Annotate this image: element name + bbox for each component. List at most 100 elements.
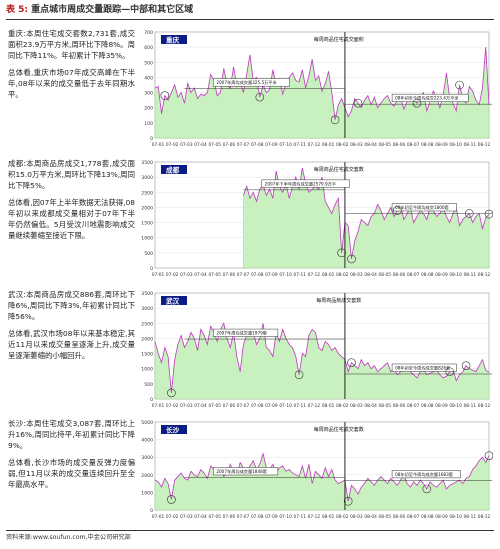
x-tick-label: 08-11	[464, 142, 477, 148]
x-tick-label: 08-09	[435, 142, 448, 148]
x-tick-label: 07-04	[194, 514, 207, 520]
trend-chart-chongqing: 0 100 200 300 400 500 600 700 2007年周均成交量325.5万平米…	[139, 28, 493, 152]
x-tick-label: 07-03	[180, 403, 193, 409]
x-tick-label: 08-09	[435, 403, 448, 409]
x-tick-label: 08-10	[449, 403, 462, 409]
x-tick-label: 07-06	[223, 272, 236, 278]
x-tick-label: 08-12	[478, 142, 491, 148]
x-tick-label: 07-05	[208, 514, 221, 520]
x-tick-label: 08-05	[379, 514, 392, 520]
overview-paragraph: 总体看,武汉市场08年以来基本稳定,其近11月以来成交量呈逐渐上升,成交量呈逐渐…	[8, 329, 135, 360]
x-tick-label: 07-03	[180, 272, 193, 278]
annotation-label: 08年初至今周均成交量1683套	[395, 471, 454, 478]
y-tick-label: 0	[150, 397, 153, 403]
chart-title: 每周商品住宅成交套数	[314, 426, 364, 433]
y-tick-label: 0	[150, 508, 153, 514]
x-tick-label: 08-06	[393, 514, 406, 520]
city-tag	[161, 35, 187, 44]
y-tick-label: 1000	[141, 367, 153, 373]
y-tick-label: 2500	[141, 190, 153, 196]
x-tick-label: 08-06	[393, 403, 406, 409]
overview-paragraph: 总体看,因07年上半年数据无法获得,08年初以来成都成交量相对于07年下半年仍然…	[8, 198, 135, 240]
annotation-box	[391, 203, 457, 212]
annotation-label: 2007年下半年周均成交量2579.9万平	[265, 180, 336, 187]
overview-paragraph: 总体看,重庆市场07年成交高峰在下半年,08年以来的成交量低于去年同期水平。	[8, 68, 135, 99]
highlight-marker	[465, 209, 474, 218]
x-tick-label: 08-03	[350, 142, 363, 148]
highlight-marker	[455, 80, 464, 90]
x-tick-label: 07-02	[166, 142, 179, 148]
x-tick-label: 07-01	[152, 514, 165, 520]
x-tick-label: 08-07	[407, 514, 420, 520]
table-title: 重点城市周成交量跟踪—中部和其它区域	[31, 5, 194, 15]
x-tick-label: 07-12	[308, 514, 321, 520]
trend-chart-wuhan: 0 500 1000 1500 2000 2500 3000 3500 2007年周均成交量19…	[139, 289, 493, 413]
y-tick-label: 700	[144, 30, 153, 36]
y-tick-label: 5000	[141, 420, 153, 426]
y-tick-label: 3500	[141, 160, 153, 166]
x-tick-label: 08-09	[435, 272, 448, 278]
y-tick-label: 500	[144, 382, 153, 388]
city-panel-wuhan: 武汉:本周商品房成交886套,周环比下降6%,周同比下降3%,年初累计同比下降5…	[0, 289, 500, 417]
y-tick-label: 0	[150, 136, 153, 142]
x-tick-label: 07-09	[265, 272, 278, 278]
y-tick-label: 0	[150, 266, 153, 272]
highlight-marker	[461, 361, 471, 370]
x-tick-label: 07-10	[279, 142, 292, 148]
highlight-marker	[353, 98, 363, 108]
y-tick-label: 4000	[141, 438, 153, 444]
chart-svg: 0 100 200 300 400 500 600 700 2007年周均成交量325.5万平米…	[144, 30, 493, 148]
y-tick-label: 400	[144, 75, 153, 81]
source-note: 资料来源:www.soufun.com,中金公司研究部	[6, 530, 494, 546]
x-tick-label: 07-06	[223, 142, 236, 148]
trend-chart-changsha: 0 1000 2000 3000 4000 5000 2007年周均成交量1848套 08年初…	[139, 418, 493, 524]
x-tick-label: 07-07	[237, 272, 250, 278]
x-tick-label: 08-04	[364, 514, 377, 520]
x-tick-label: 07-03	[180, 514, 193, 520]
highlight-marker	[347, 358, 356, 367]
chart-title: 每周商品住宅成交面积	[314, 36, 364, 43]
highlight-marker	[484, 209, 493, 219]
summary-paragraph: 武汉:本周商品房成交886套,周环比下降6%,周同比下降3%,年初累计同比下降5…	[8, 290, 135, 321]
overview-paragraph: 总体看,长沙市场的成交量反弹力度偏弱,但11月以来的成交量连续回升至全年最高水平…	[8, 458, 135, 489]
x-tick-label: 07-08	[251, 403, 264, 409]
x-tick-label: 08-01	[322, 403, 335, 409]
city-panel-chengdu: 成都:本周商品房成交1,778套,成交面积15.0万平方米,周环比下降13%,周…	[0, 158, 500, 286]
series-line	[243, 167, 490, 259]
highlight-marker	[393, 206, 402, 215]
highlight-marker	[347, 254, 356, 264]
highlight-marker	[337, 248, 346, 258]
x-tick-label: 08-01	[322, 514, 335, 520]
x-tick-label: 08-11	[464, 272, 477, 278]
x-tick-label: 07-06	[223, 514, 236, 520]
series-line	[154, 322, 490, 393]
highlight-marker	[484, 451, 493, 460]
x-tick-label: 07-11	[293, 514, 306, 520]
y-tick-label: 1500	[141, 352, 153, 358]
x-tick-label: 08-07	[407, 403, 420, 409]
y-tick-label: 1000	[141, 490, 153, 496]
x-tick-label: 07-09	[265, 142, 278, 148]
city-tag	[161, 165, 187, 174]
city-name: 长沙	[166, 426, 180, 435]
annotation-box	[261, 179, 350, 188]
series-line	[154, 47, 490, 120]
y-tick-label: 500	[144, 251, 153, 257]
y-tick-label: 2000	[141, 473, 153, 479]
x-tick-label: 07-07	[237, 142, 250, 148]
x-tick-label: 08-12	[478, 514, 491, 520]
x-tick-label: 08-10	[449, 142, 462, 148]
x-tick-label: 08-01	[322, 272, 335, 278]
x-tick-label: 08-04	[364, 403, 377, 409]
y-tick-label: 1500	[141, 221, 153, 227]
x-tick-label: 08-03	[350, 403, 363, 409]
x-tick-label: 08-07	[407, 272, 420, 278]
city-name: 武汉	[166, 297, 180, 306]
x-tick-label: 08-11	[464, 514, 477, 520]
x-tick-label: 07-12	[308, 142, 321, 148]
table-number: 表 5:	[6, 5, 28, 15]
x-tick-label: 07-01	[152, 142, 165, 148]
annotation-box	[213, 78, 290, 87]
highlight-marker	[294, 370, 304, 380]
y-tick-label: 3000	[141, 175, 153, 181]
